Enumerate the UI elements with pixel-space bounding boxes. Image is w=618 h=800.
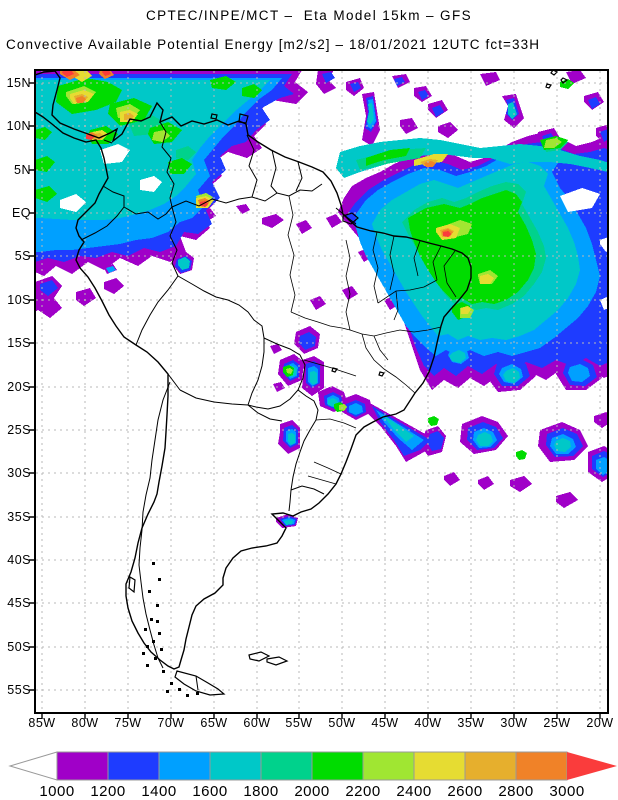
- lon-label: 70W: [157, 716, 184, 730]
- colorbar-tick-label: 2200: [345, 783, 380, 800]
- lon-label: 35W: [457, 716, 484, 730]
- axis-ticks-left: [29, 82, 35, 691]
- colorbar-cell: [464, 751, 517, 781]
- lat-label: EQ: [12, 206, 31, 220]
- lat-label: 15N: [7, 76, 31, 90]
- lon-label: 50W: [328, 716, 355, 730]
- lat-label: 20S: [7, 380, 31, 394]
- colorbar-cell: [362, 751, 415, 781]
- colorbar-tick-label: 2000: [294, 783, 329, 800]
- colorbar-above-arrow: [567, 752, 617, 780]
- lon-label: 30W: [500, 716, 527, 730]
- plot-subtitle: Convective Available Potential Energy [m…: [6, 37, 541, 52]
- colorbar-cell: [260, 751, 313, 781]
- colorbar-tick-label: 1800: [243, 783, 278, 800]
- lon-axis: 85W 80W 75W 70W 65W 60W 55W 50W 45W 40W …: [28, 716, 613, 730]
- lon-label: 85W: [28, 716, 55, 730]
- cape-patch: [278, 326, 372, 454]
- lat-label: 10S: [7, 293, 31, 307]
- cape-patch: [480, 70, 608, 174]
- cape-patch: [35, 276, 124, 318]
- colorbar-tick-label: 1000: [39, 783, 74, 800]
- cape-layer-green: [35, 76, 574, 460]
- colorbar-cell: [413, 751, 466, 781]
- coastline-path: [35, 70, 472, 670]
- colorbar-tick-label: 3000: [549, 783, 584, 800]
- cape-patch: [336, 138, 608, 178]
- lat-label: 15S: [7, 336, 31, 350]
- country-borders: [80, 121, 325, 691]
- map-frame: [34, 69, 609, 714]
- colorbar: 1000 1200 1400 1600 1800 2000 2200 2400 …: [8, 751, 617, 800]
- colorbar-tick-label: 2800: [498, 783, 533, 800]
- lat-label: 30S: [7, 466, 31, 480]
- colorbar-tick-label: 1200: [90, 783, 125, 800]
- lon-label: 55W: [285, 716, 312, 730]
- lat-label: 55S: [7, 683, 31, 697]
- colorbar-cell: [56, 751, 109, 781]
- axis-ticks-bottom: [41, 713, 601, 719]
- cape-patch: [408, 190, 536, 304]
- colorbar-tick-label: 2400: [396, 783, 431, 800]
- lon-label: 80W: [71, 716, 98, 730]
- lon-label: 25W: [543, 716, 570, 730]
- state-borders: [287, 195, 457, 485]
- colorbar-tick-label: 2600: [447, 783, 482, 800]
- cape-shading: [35, 70, 608, 528]
- lon-label: 75W: [114, 716, 141, 730]
- lat-label: 40S: [7, 553, 31, 567]
- colorbar-tick-label: 1600: [192, 783, 227, 800]
- lon-label: 45W: [371, 716, 398, 730]
- colorbar-cell: [311, 751, 364, 781]
- plot-title: CPTEC/INPE/MCT – Eta Model 15km – GFS: [145, 8, 473, 23]
- lon-label: 65W: [200, 716, 227, 730]
- lat-label: 50S: [7, 640, 31, 654]
- lat-label: 10N: [7, 119, 31, 133]
- river-line: [335, 207, 357, 225]
- lat-label: 45S: [7, 596, 31, 610]
- cape-patch: [420, 338, 608, 508]
- map-lines: [35, 70, 569, 697]
- lat-label: 25S: [7, 423, 31, 437]
- colorbar-cell: [515, 751, 568, 781]
- cape-gap: [60, 144, 608, 310]
- lat-label: 5S: [15, 249, 31, 263]
- cape-layer-white-gaps: [60, 144, 608, 310]
- lon-label: 20W: [586, 716, 613, 730]
- colorbar-tick-label: 1400: [141, 783, 176, 800]
- lon-label: 40W: [414, 716, 441, 730]
- cape-patch: [316, 70, 458, 146]
- colorbar-labels: 1000 1200 1400 1600 1800 2000 2200 2400 …: [39, 783, 584, 800]
- islands-path: [128, 70, 569, 696]
- colorbar-cell: [107, 751, 160, 781]
- lat-label: 35S: [7, 510, 31, 524]
- colorbar-cell: [158, 751, 211, 781]
- lat-label: 5N: [14, 163, 31, 177]
- colorbar-cell: [209, 751, 262, 781]
- colorbar-below-arrow: [8, 751, 58, 781]
- cape-patch: [35, 76, 262, 202]
- cape-patch: [427, 297, 608, 477]
- lon-label: 60W: [243, 716, 270, 730]
- lat-axis: 15N 10N 5N EQ 5S 10S 15S 20S 25S 30S 35S…: [7, 76, 31, 697]
- cape-patch: [448, 302, 608, 475]
